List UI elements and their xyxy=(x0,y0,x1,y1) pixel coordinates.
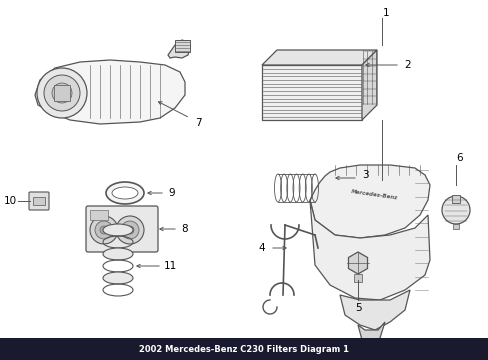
Circle shape xyxy=(44,75,80,111)
Circle shape xyxy=(100,226,108,234)
Ellipse shape xyxy=(103,248,133,260)
Polygon shape xyxy=(329,173,351,190)
Polygon shape xyxy=(339,290,409,330)
Polygon shape xyxy=(309,200,429,300)
Circle shape xyxy=(52,83,72,103)
Bar xyxy=(90,210,108,220)
Polygon shape xyxy=(262,65,361,120)
Polygon shape xyxy=(35,60,184,124)
Polygon shape xyxy=(168,40,190,58)
Circle shape xyxy=(441,196,469,224)
Polygon shape xyxy=(357,322,384,345)
Text: 6: 6 xyxy=(456,153,462,163)
Bar xyxy=(451,195,459,203)
Text: 11: 11 xyxy=(163,261,176,271)
Circle shape xyxy=(37,68,87,118)
Text: 10: 10 xyxy=(3,196,17,206)
Polygon shape xyxy=(348,252,367,274)
Bar xyxy=(33,197,45,205)
Circle shape xyxy=(121,221,139,239)
Circle shape xyxy=(126,226,134,234)
Bar xyxy=(175,40,190,52)
Text: 5: 5 xyxy=(354,303,361,313)
Ellipse shape xyxy=(103,272,133,284)
Text: 1: 1 xyxy=(382,8,388,18)
Circle shape xyxy=(116,216,143,244)
Circle shape xyxy=(95,221,113,239)
Polygon shape xyxy=(309,165,429,238)
Text: 2: 2 xyxy=(404,60,410,70)
FancyBboxPatch shape xyxy=(29,192,49,210)
Circle shape xyxy=(90,216,118,244)
Text: 9: 9 xyxy=(168,188,175,198)
Bar xyxy=(353,274,361,282)
Bar xyxy=(452,224,458,229)
Ellipse shape xyxy=(103,224,133,236)
Text: 7: 7 xyxy=(194,118,201,128)
FancyBboxPatch shape xyxy=(86,206,158,252)
Text: 2002 Mercedes-Benz C230 Filters Diagram 1: 2002 Mercedes-Benz C230 Filters Diagram … xyxy=(139,345,348,354)
Polygon shape xyxy=(361,50,376,120)
Ellipse shape xyxy=(112,187,138,199)
Polygon shape xyxy=(262,50,376,65)
Text: Mercedes-Benz: Mercedes-Benz xyxy=(350,189,398,201)
Text: 4: 4 xyxy=(258,243,265,253)
Bar xyxy=(54,85,70,101)
Ellipse shape xyxy=(106,182,143,204)
Bar xyxy=(0,338,488,360)
Text: 3: 3 xyxy=(361,170,367,180)
Text: 8: 8 xyxy=(182,224,188,234)
